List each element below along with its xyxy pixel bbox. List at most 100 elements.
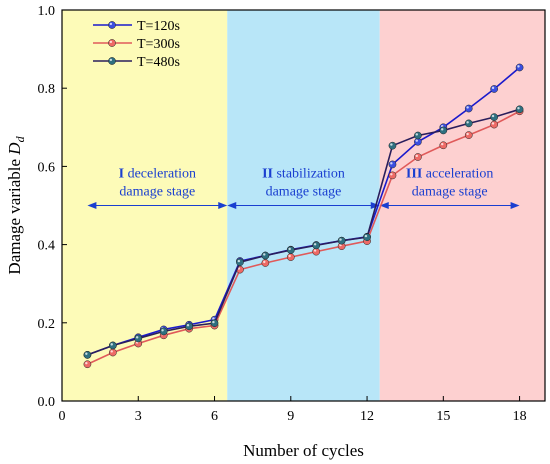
data-point-highlight [186, 324, 190, 327]
stage-roman-numeral: I [119, 167, 124, 182]
data-point-highlight [466, 106, 469, 109]
x-tick-label: 0 [59, 409, 66, 424]
stage-arrow-left-head [227, 202, 237, 209]
y-axis-label-text: Damage variable [5, 155, 24, 275]
x-axis-label: Number of cycles [243, 441, 364, 460]
data-point-highlight [491, 122, 495, 125]
data-point-highlight [85, 352, 88, 355]
series-line [87, 108, 520, 356]
legend-marker-highlight [109, 58, 113, 62]
data-point [83, 351, 92, 359]
data-point-highlight [288, 247, 291, 251]
data-point [464, 119, 473, 128]
axis-ticks: 0 3 6 9 12 15 18 0.0 0.2 0.4 0.6 0.8 1.0 [38, 4, 527, 424]
x-tick-label: 15 [436, 409, 450, 424]
data-point-highlight [441, 142, 444, 146]
series-layer [83, 63, 524, 369]
y-axis-label-subscript: d [13, 135, 27, 142]
y-tick-label: 0.4 [38, 239, 56, 254]
data-point [337, 236, 346, 245]
data-point-highlight [415, 133, 418, 136]
data-point [261, 251, 270, 260]
data-point-highlight [491, 86, 495, 90]
x-tick-label: 12 [360, 409, 374, 424]
data-point [388, 141, 397, 150]
data-point [490, 113, 499, 121]
y-tick-label: 0.0 [38, 395, 56, 410]
y-tick-label: 1.0 [38, 4, 56, 19]
x-tick-label: 6 [211, 409, 218, 424]
series-3 [83, 105, 524, 359]
data-point-highlight [135, 336, 139, 339]
legend-label: T=120s [137, 19, 180, 34]
data-point [515, 105, 524, 114]
legend-marker-highlight [109, 22, 113, 26]
data-point [312, 241, 321, 250]
data-point-highlight [466, 121, 469, 124]
data-point [464, 104, 473, 113]
stage-label-line1: III acceleration [406, 167, 493, 182]
stage-label-line1: I deceleration [119, 167, 196, 182]
data-point-highlight [390, 162, 393, 165]
legend-marker [108, 39, 116, 47]
data-point [286, 253, 295, 261]
data-point-highlight [517, 65, 520, 68]
data-point-highlight [110, 343, 113, 346]
stage-label-line2: damage stage [412, 185, 488, 200]
stage-label-text: stabilization [273, 167, 345, 182]
data-point-highlight [491, 114, 495, 118]
plot-frame [61, 9, 546, 402]
data-point [210, 319, 219, 328]
stage-roman-numeral: III [406, 167, 422, 182]
legend: T=120s T=300s T=480s [93, 19, 180, 70]
data-point [414, 153, 422, 161]
y-tick-label: 0.2 [38, 317, 56, 332]
data-point-highlight [415, 139, 418, 142]
legend-marker-highlight [109, 40, 113, 44]
data-point [108, 348, 117, 357]
data-point [261, 259, 270, 267]
data-point-highlight [313, 243, 317, 246]
data-point [159, 327, 168, 336]
stage-arrow-right-head [218, 202, 228, 209]
x-tick-label: 3 [135, 409, 142, 424]
data-point-highlight [313, 249, 317, 252]
data-point [490, 120, 499, 129]
y-tick-label: 0.8 [38, 82, 56, 97]
data-point [439, 141, 448, 150]
legend-item: T=300s [93, 37, 180, 52]
data-point-highlight [288, 254, 291, 258]
legend-item: T=120s [93, 19, 180, 34]
stage-label-text: acceleration [422, 167, 493, 182]
data-point-highlight [237, 259, 241, 263]
legend-marker [108, 57, 116, 65]
data-point [108, 341, 117, 350]
data-point [515, 63, 524, 72]
data-point [134, 334, 143, 343]
data-point [388, 160, 397, 169]
data-point-highlight [517, 107, 520, 110]
data-point-highlight [390, 143, 393, 146]
data-point [286, 246, 295, 254]
data-point [236, 258, 244, 267]
stage-label-line1: II stabilization [262, 167, 345, 182]
y-axis-label: Damage variable Dd [5, 135, 27, 274]
data-point [414, 131, 422, 140]
stage-annotations: I deceleration damage stage II stabilizati… [87, 167, 520, 209]
data-point [464, 131, 473, 139]
data-point-highlight [212, 320, 215, 324]
data-point-highlight [364, 234, 368, 238]
data-point-highlight [390, 173, 393, 176]
data-point [388, 171, 397, 180]
stage-arrow-left-head [379, 202, 389, 209]
stage-roman-numeral: II [262, 167, 273, 182]
data-point-highlight [263, 260, 266, 264]
series-line [87, 110, 520, 365]
stage-label-line2: damage stage [266, 185, 342, 200]
data-point-highlight [161, 329, 164, 332]
data-point [439, 126, 448, 135]
legend-label: T=480s [137, 55, 180, 70]
legend-marker [108, 21, 116, 29]
data-point-highlight [339, 238, 342, 241]
